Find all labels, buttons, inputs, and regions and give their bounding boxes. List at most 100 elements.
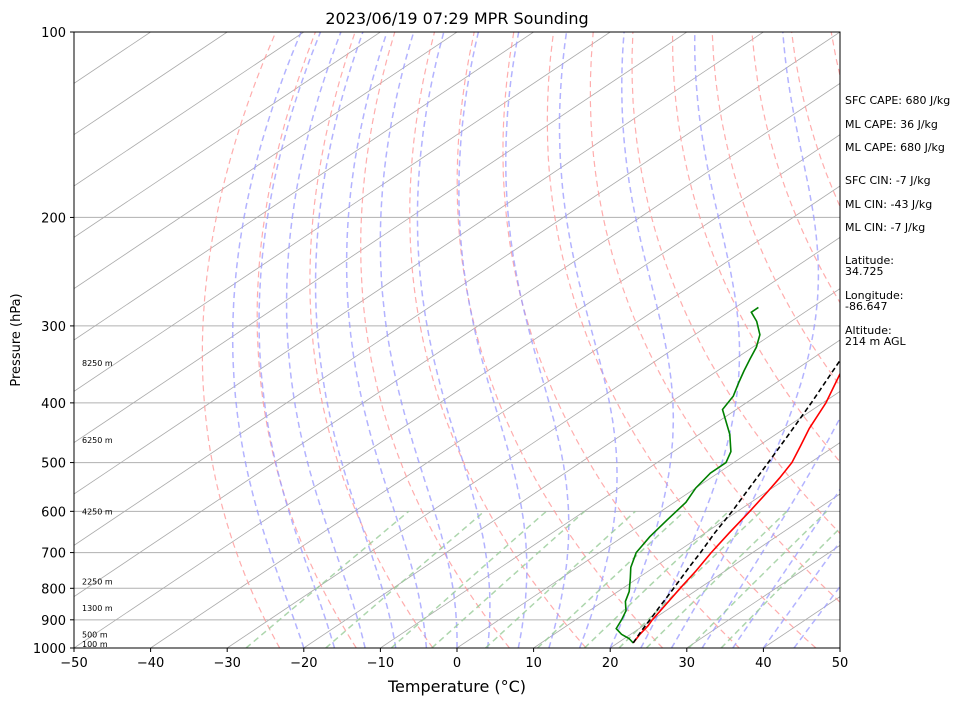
- sfc-cape-text: SFC CAPE: 680 J/kg: [845, 94, 951, 107]
- y-tick-label: 700: [41, 547, 66, 562]
- x-axis-label: Temperature (°C): [387, 677, 526, 696]
- isotherm-line: [226, 236, 840, 648]
- x-tick-label: −10: [367, 656, 394, 671]
- isotherm-line: [303, 288, 840, 648]
- isotherm-line: [74, 82, 840, 598]
- dry-adiabat-line: [256, 32, 357, 648]
- isotherm-line: [74, 32, 764, 495]
- mixing-ratio-line: [245, 510, 410, 648]
- moist-adiabat-line: [416, 32, 491, 648]
- ml-cape-text-1: ML CAPE: 36 J/kg: [845, 118, 938, 131]
- y-tick-label: 600: [41, 505, 66, 520]
- latitude-text: Latitude: 34.725: [845, 254, 894, 278]
- isotherm-line: [380, 339, 840, 648]
- x-tick-label: 50: [832, 656, 849, 671]
- mixing-ratio-line: [431, 510, 586, 648]
- x-axis: −50 −40 −30 −20 −10 0 10 20 30 40 50: [60, 648, 848, 671]
- height-label: 1300 m: [82, 604, 113, 613]
- isotherm-line: [74, 32, 458, 290]
- y-tick-label: 100: [41, 26, 66, 41]
- moist-adiabat-line: [670, 32, 820, 648]
- mixing-ratio-line: [688, 510, 828, 648]
- height-label: 2250 m: [82, 578, 113, 587]
- x-tick-label: 20: [602, 656, 619, 671]
- height-label: 100 m: [82, 640, 108, 649]
- height-label: 500 m: [82, 631, 108, 640]
- mixing-ratio-line: [720, 527, 840, 648]
- x-tick-label: −40: [137, 656, 164, 671]
- sfc-cin-text: SFC CIN: -7 J/kg: [845, 174, 931, 187]
- isotherm-line: [533, 442, 840, 648]
- moist-adiabat-line: [379, 32, 458, 648]
- moist-adiabat-line: [285, 32, 366, 648]
- dry-adiabat-line: [711, 32, 840, 387]
- temperature-line: [632, 372, 840, 644]
- moist-adiabat-line: [762, 540, 840, 648]
- isotherm-line: [74, 32, 228, 136]
- dry-adiabat-line: [409, 32, 587, 648]
- isotherm-line: [74, 32, 305, 187]
- x-tick-label: −50: [60, 656, 87, 671]
- moist-adiabat-line: [609, 32, 675, 648]
- y-axis-label: Pressure (hPa): [9, 293, 24, 386]
- dry-adiabat-line: [751, 32, 840, 304]
- x-tick-label: 10: [525, 656, 542, 671]
- y-tick-label: 500: [41, 457, 66, 472]
- dry-adiabat-line: [631, 32, 840, 535]
- height-label: 4250 m: [82, 508, 113, 517]
- moist-adiabat-line: [701, 416, 840, 648]
- mixing-ratio-line: [325, 510, 485, 648]
- x-tick-label: −30: [213, 656, 240, 671]
- dry-adiabat-line: [456, 32, 664, 648]
- isotherm-line: [74, 134, 840, 648]
- mixing-ratio-line: [484, 510, 636, 648]
- ml-cin-text-1: ML CIN: -43 J/kg: [845, 198, 933, 211]
- dry-adiabat-line: [309, 32, 434, 648]
- height-label: 6250 m: [82, 436, 113, 445]
- y-tick-label: 300: [41, 320, 66, 335]
- moist-adiabat-line: [732, 488, 840, 648]
- moist-adiabat-line: [793, 585, 840, 648]
- moist-adiabat-line: [345, 32, 428, 648]
- isotherm-line: [74, 32, 534, 341]
- moist-adiabat-line: [458, 32, 528, 648]
- moist-adiabat-line: [314, 32, 397, 648]
- x-tick-label: 0: [453, 656, 461, 671]
- height-label: 8250 m: [82, 359, 113, 368]
- ml-cin-text-2: ML CIN: -7 J/kg: [845, 221, 926, 234]
- mixing-ratio-line: [390, 510, 547, 648]
- isotherm-line: [74, 32, 611, 392]
- y-tick-label: 900: [41, 614, 66, 629]
- moist-adiabat-line: [258, 32, 336, 648]
- x-tick-label: 40: [755, 656, 772, 671]
- moist-adiabat-line: [505, 32, 570, 648]
- dry-adiabat-line: [502, 32, 740, 648]
- y-axis: 1000 900 800 700 600 500 400 300 200 100: [33, 26, 74, 657]
- dry-adiabat-line: [950, 32, 960, 648]
- dry-adiabat-line: [589, 32, 840, 603]
- isotherm-line: [609, 493, 840, 648]
- x-tick-label: 30: [679, 656, 696, 671]
- dry-adiabat-line: [201, 32, 281, 648]
- series-layer: [615, 306, 840, 644]
- y-tick-label: 200: [41, 211, 66, 226]
- isotherm-line: [74, 32, 688, 444]
- isotherm-line: [74, 32, 840, 546]
- dry-adiabat-line: [546, 32, 817, 648]
- isotherm-line: [74, 32, 381, 238]
- ml-cape-text-2: ML CAPE: 680 J/kg: [845, 141, 945, 154]
- dewpoint-line: [615, 306, 761, 644]
- grid-layer: [74, 32, 960, 648]
- mixing-ratio-line: [645, 510, 788, 648]
- moist-adiabat-line: [558, 32, 618, 648]
- altitude-text: Altitude: 214 m AGL: [845, 324, 906, 348]
- isotherm-line: [456, 390, 840, 648]
- parcel-line: [632, 359, 840, 644]
- moist-adiabat-line: [231, 32, 305, 648]
- chart-title: 2023/06/19 07:29 MPR Sounding: [325, 9, 588, 28]
- y-tick-label: 800: [41, 582, 66, 597]
- x-tick-label: −20: [290, 656, 317, 671]
- longitude-text: Longitude: -86.647: [845, 289, 904, 313]
